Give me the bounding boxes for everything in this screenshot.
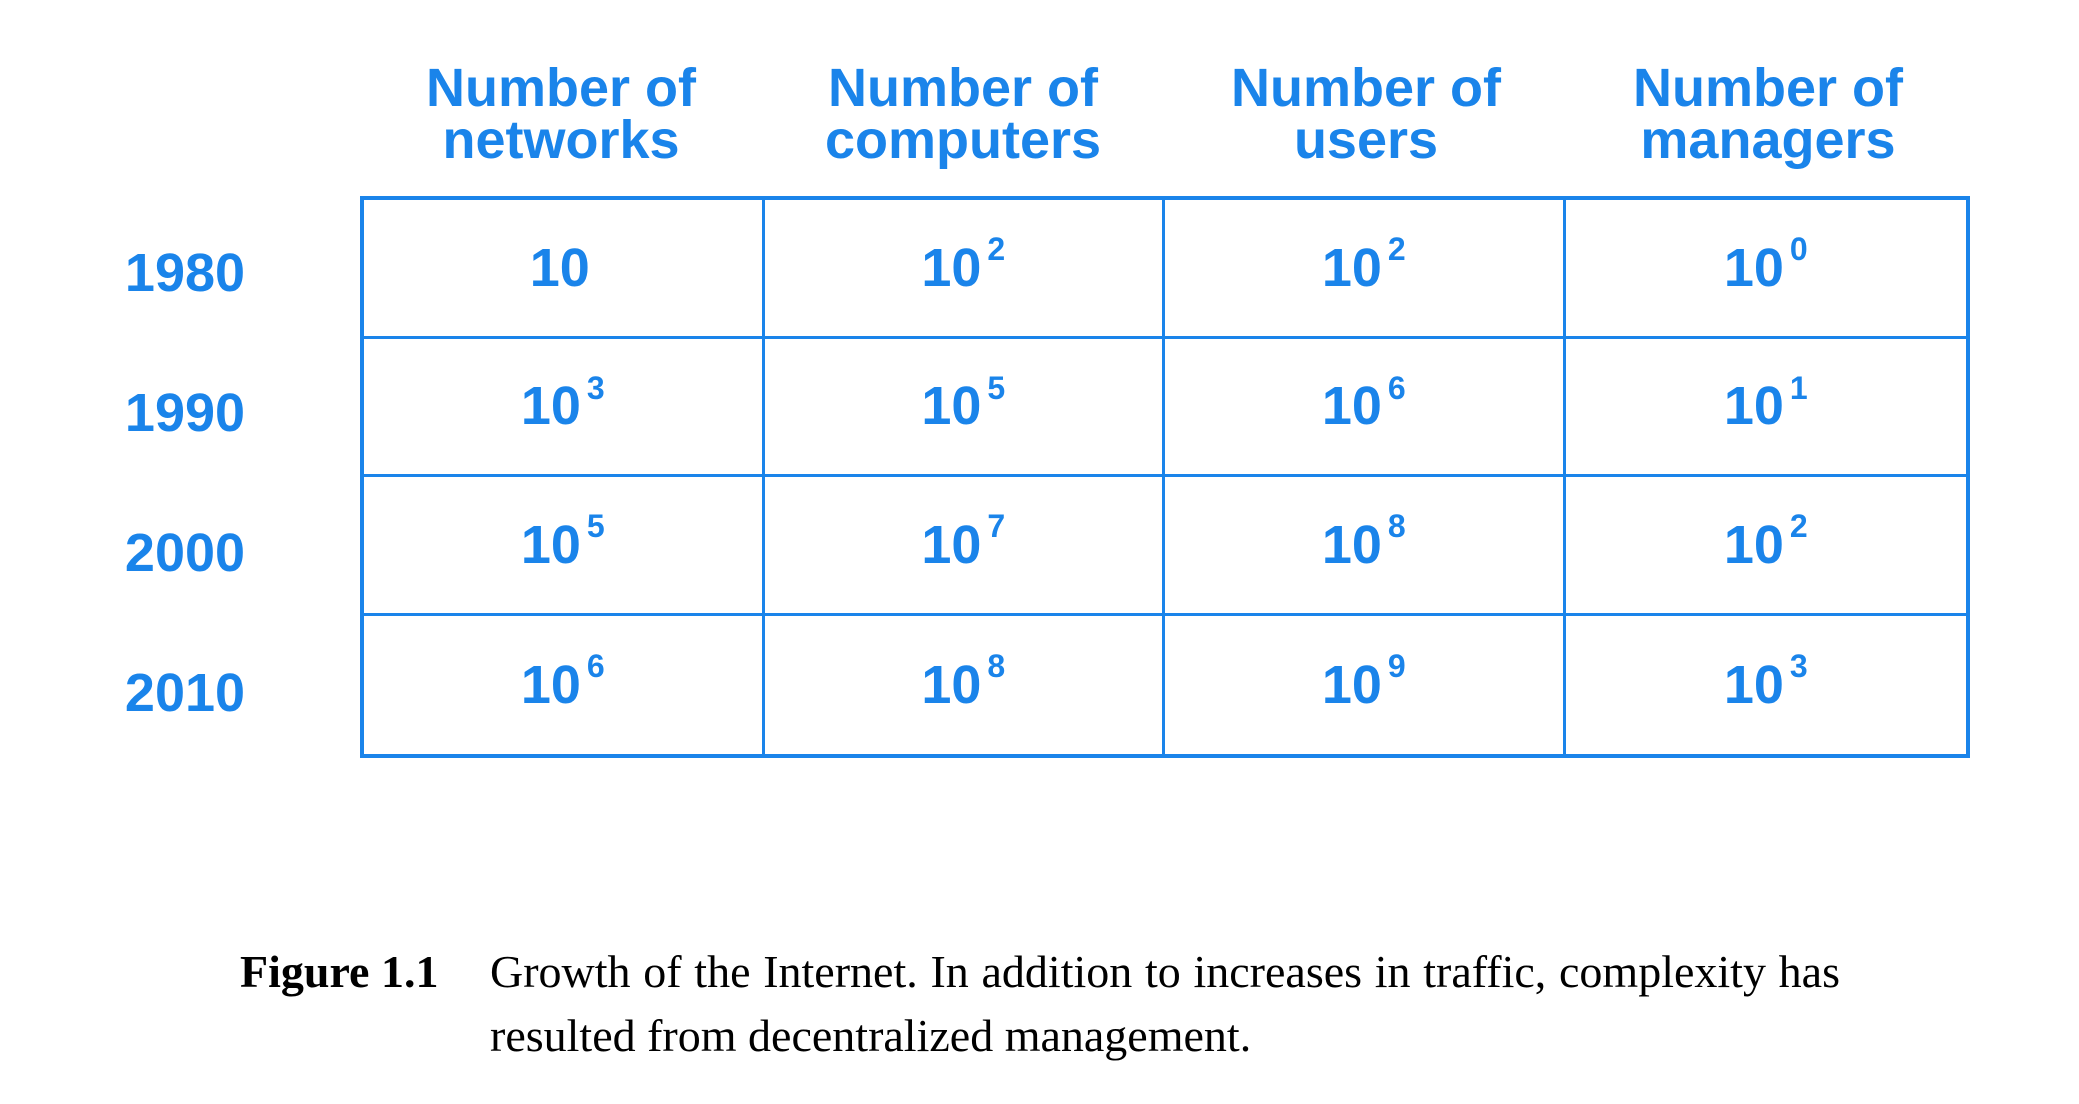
table-cell: 10 8 bbox=[1165, 477, 1566, 616]
column-header-line1: Number of bbox=[1633, 58, 1903, 118]
cell-exponent: 8 bbox=[987, 648, 1006, 685]
cell-base: 10 bbox=[1723, 514, 1784, 575]
cell-exponent: 7 bbox=[987, 508, 1006, 545]
table-cell: 10 0 bbox=[1565, 200, 1966, 339]
cell-base: 10 bbox=[1321, 654, 1382, 715]
column-header-computers: Number of computers bbox=[762, 58, 1164, 170]
row-label-year: 2010 bbox=[124, 663, 246, 723]
cell-base: 10 bbox=[520, 514, 581, 575]
column-header-line1: Number of bbox=[828, 58, 1098, 118]
column-header-line2: users bbox=[1293, 110, 1439, 170]
cell-exponent: 9 bbox=[1387, 648, 1406, 685]
cell-base: 10 bbox=[921, 237, 982, 298]
table-cell: 10 6 bbox=[1165, 338, 1566, 477]
cell-exponent: 0 bbox=[1789, 231, 1808, 268]
table-cell: 10 3 bbox=[364, 338, 765, 477]
column-header-line2: networks bbox=[442, 110, 680, 170]
cell-exponent: 2 bbox=[987, 231, 1006, 268]
cell-exponent: 6 bbox=[1387, 369, 1406, 406]
cell-base: 10 bbox=[921, 376, 982, 437]
table-cell: 10 2 bbox=[764, 200, 1165, 339]
column-header-line2: computers bbox=[824, 110, 1102, 170]
cell-base: 10 bbox=[1321, 237, 1382, 298]
cell-exponent: 2 bbox=[1789, 508, 1808, 545]
cell-base: 10 bbox=[921, 654, 982, 715]
cell-base: 10 bbox=[1723, 654, 1784, 715]
cell-base: 10 bbox=[921, 514, 982, 575]
cell-exponent: 5 bbox=[586, 508, 605, 545]
table-cell: 10 2 bbox=[1165, 200, 1566, 339]
table-cell: 10 2 bbox=[1565, 477, 1966, 616]
cell-base: 10 bbox=[1321, 376, 1382, 437]
figure-caption: Figure 1.1 Growth of the Internet. In add… bbox=[240, 940, 1850, 1068]
cell-base: 10 bbox=[1723, 237, 1784, 298]
table-cell: 10 bbox=[364, 200, 765, 339]
table-cell: 10 8 bbox=[765, 615, 1165, 754]
row-label-year: 1980 bbox=[124, 243, 246, 303]
cell-base: 10 bbox=[1321, 514, 1382, 575]
table-cell: 10 7 bbox=[764, 477, 1165, 616]
cell-exponent: 3 bbox=[1789, 648, 1808, 685]
caption-text: Growth of the Internet. In addition to i… bbox=[490, 946, 1840, 1061]
cell-base: 10 bbox=[529, 237, 590, 298]
cell-exponent: 3 bbox=[586, 369, 605, 406]
table-cell: 10 6 bbox=[364, 615, 765, 754]
table-grid: 10 10 2 10 2 10 0 10 3 10 5 10 6 10 1 10 5 10 7 1… bbox=[364, 200, 1966, 754]
cell-exponent: 2 bbox=[1387, 231, 1406, 268]
column-header-users: Number of users bbox=[1165, 58, 1567, 170]
cell-base: 10 bbox=[520, 654, 581, 715]
cell-base: 10 bbox=[520, 376, 581, 437]
cell-exponent: 6 bbox=[586, 648, 605, 685]
table-cell: 10 3 bbox=[1566, 616, 1967, 755]
cell-exponent: 1 bbox=[1789, 369, 1808, 406]
cell-exponent: 8 bbox=[1387, 508, 1406, 545]
row-label-year: 2000 bbox=[124, 523, 246, 583]
row-label-year: 1990 bbox=[124, 383, 246, 443]
table-cell: 10 5 bbox=[764, 338, 1165, 477]
cell-exponent: 5 bbox=[987, 369, 1006, 406]
caption-label: Figure 1.1 bbox=[240, 946, 439, 997]
column-header-line2: managers bbox=[1640, 110, 1896, 170]
table-cell: 10 5 bbox=[364, 477, 765, 616]
cell-base: 10 bbox=[1723, 376, 1784, 437]
column-header-line1: Number of bbox=[426, 58, 696, 118]
column-header-line1: Number of bbox=[1231, 58, 1501, 118]
table-cell: 10 9 bbox=[1165, 615, 1566, 754]
growth-table: 10 10 2 10 2 10 0 10 3 10 5 10 6 10 1 10 5 10 7 1… bbox=[360, 196, 1970, 758]
column-header-managers: Number of managers bbox=[1567, 58, 1969, 170]
table-cell: 10 1 bbox=[1565, 339, 1966, 477]
column-header-networks: Number of networks bbox=[360, 58, 762, 170]
